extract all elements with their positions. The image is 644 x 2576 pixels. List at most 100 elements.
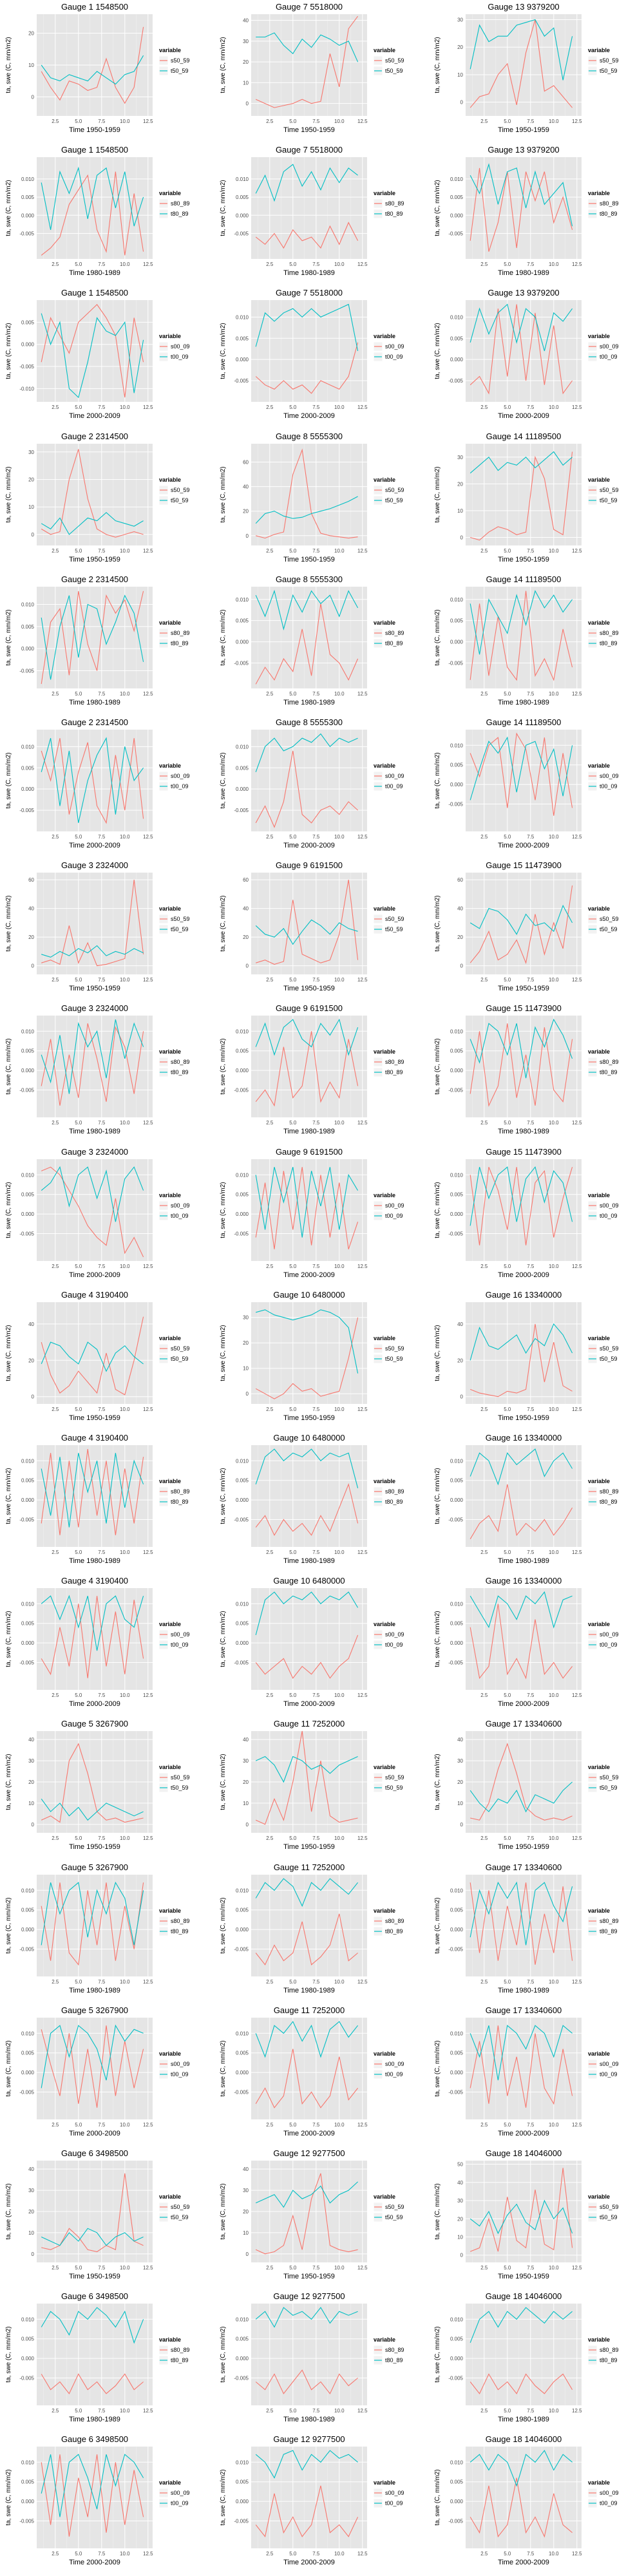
plot-panel [466,873,582,975]
x-tick-label: 7.5 [312,1264,320,1269]
x-tick-label: 10.0 [334,2408,345,2414]
y-tick-label: 0.005 [236,2050,249,2056]
chart-3: Gauge 13 9379200 2.5 5.0 7.5 10.0 12.5 0 10 20 30… [434,2,619,134]
y-tick-label: 0.010 [450,1888,464,1893]
legend-entry: t80_89 [600,2357,618,2363]
legend-title: variable [374,2193,395,2200]
y-axis-label: ta, swe (C, mm/m2) [434,1039,441,1095]
legend-entry: s80_89 [600,1918,619,1924]
legend-entry: s00_09 [171,2061,190,2067]
chart-title: Gauge 17 13340600 [486,1719,562,1728]
y-axis-label: ta, swe (C, mm/m2) [5,2040,12,2096]
y-tick-label: -0.005 [234,1517,249,1522]
y-tick-label: 0 [32,94,35,100]
x-axis-label: Time 1980-1989 [498,1557,549,1565]
x-tick-label: 7.5 [527,1264,535,1269]
y-axis-label: ta, swe (C, mm/m2) [5,609,12,665]
legend-entry: s00_09 [385,2061,404,2067]
legend-entry: s50_59 [171,916,190,922]
legend-title: variable [374,2050,395,2057]
x-tick-label: 12.5 [572,977,582,983]
y-tick-label: 0.010 [236,315,249,321]
y-axis-label: ta, swe (C, mm/m2) [434,466,441,522]
series-line-t80_89 [255,1877,359,1907]
x-tick-label: 5.0 [289,1264,297,1269]
x-tick-label: 2.5 [266,1264,274,1269]
series-line-s00_09 [41,2454,144,2537]
x-tick-label: 5.0 [289,261,297,267]
legend-entry: s80_89 [600,630,619,636]
legend-title: variable [374,905,395,912]
x-axis-label: Time 1980-1989 [69,2416,120,2423]
x-axis-label: Time 2000-2009 [283,1271,335,1279]
x-tick-label: 2.5 [266,404,274,410]
legend-entry: t80_89 [600,1928,618,1935]
plot-panel [37,2017,153,2119]
x-tick-label: 12.5 [572,2265,582,2271]
y-tick-label: 0.005 [236,2479,249,2485]
y-tick-label: -0.005 [448,1517,463,1522]
y-tick-label: 0.005 [236,1191,249,1197]
y-tick-label: 0.005 [236,194,249,200]
legend-entry: t50_59 [385,68,403,74]
x-tick-label: 5.0 [289,1549,297,1555]
x-tick-label: 5.0 [504,1120,511,1126]
legend-title: variable [588,47,610,53]
y-tick-label: -0.005 [234,2519,249,2524]
y-tick-label: 0.005 [450,336,464,342]
x-axis-label: Time 1950-1959 [498,2273,549,2280]
series-line-t50_59 [255,496,358,524]
y-tick-label: 0.005 [450,2050,464,2056]
x-tick-label: 7.5 [312,1120,320,1126]
x-tick-label: 2.5 [52,261,59,267]
x-tick-label: 5.0 [289,1979,297,1985]
x-tick-label: 5.0 [504,691,511,697]
series-line-s80_89 [469,168,573,252]
x-tick-label: 12.5 [143,404,153,410]
legend-entry: s50_59 [600,487,619,493]
y-tick-label: 30 [457,17,463,23]
x-tick-label: 7.5 [527,1120,535,1126]
series-line-s80_89 [255,1913,358,1965]
y-tick-label: 0.005 [21,624,35,630]
y-tick-label: 0.005 [450,1907,464,1913]
plot-panel [37,443,153,545]
x-tick-label: 5.0 [504,2265,511,2271]
chart-title: Gauge 5 3267900 [61,2005,128,2015]
y-tick-label: 0.010 [450,1601,464,1607]
y-tick-label: 20 [28,1358,34,1363]
y-axis-label: ta, swe (C, mm/m2) [434,1182,441,1238]
legend-entry: t00_09 [600,1213,618,1219]
x-tick-label: 7.5 [527,2408,535,2414]
x-tick-label: 10.0 [334,1406,345,1412]
x-tick-label: 12.5 [357,404,368,410]
x-tick-label: 2.5 [480,2265,488,2271]
chart-26: Gauge 9 6191500 2.5 5.0 7.5 10.0 12.5 -0.005 0.… [220,1147,404,1279]
y-axis-label: ta, swe (C, mm/m2) [5,1754,12,1810]
x-tick-label: 7.5 [312,1692,320,1698]
plot-panel [37,873,153,975]
series-line-s80_89 [41,2373,144,2395]
series-line-t50_59 [41,1799,144,1821]
legend-title: variable [159,477,181,483]
legend-entry: s80_89 [600,1488,619,1495]
legend-title: variable [374,1048,395,1055]
y-tick-label: 0.010 [236,1029,249,1035]
chart-title: Gauge 12 9277500 [273,2434,345,2444]
chart-title: Gauge 14 11189500 [486,431,562,441]
series-line-s80_89 [41,1449,144,1535]
plot-panel [251,1302,367,1404]
legend-entry: t00_09 [600,2071,618,2078]
chart-14: Gauge 8 5555300 2.5 5.0 7.5 10.0 12.5 -0.005 0.… [220,574,404,706]
y-tick-label: 20 [457,2216,463,2222]
y-tick-label: 0.010 [21,601,35,607]
x-tick-label: 10.0 [549,118,559,124]
x-tick-label: 12.5 [143,261,153,267]
y-axis-label: ta, swe (C, mm/m2) [5,2183,12,2239]
plot-panel [251,1874,367,1976]
chart-29: Gauge 10 6480000 2.5 5.0 7.5 10.0 12.5 0 10 20 30… [220,1290,404,1422]
legend-entry: t00_09 [385,354,403,360]
chart-34: Gauge 4 3190400 2.5 5.0 7.5 10.0 12.5 -0.005 0.… [5,1576,190,1708]
y-tick-label: 0 [246,2251,249,2257]
legend-title: variable [374,1621,395,1627]
